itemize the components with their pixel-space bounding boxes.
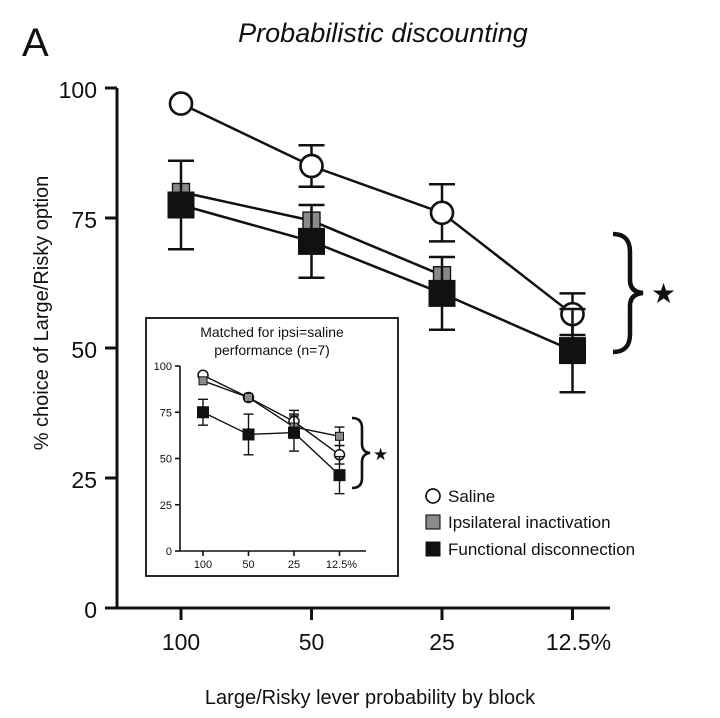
inset-significance-star: ★ [373,445,388,464]
inset-chart: Matched for ipsi=saline performance (n=7)… [145,317,399,577]
legend-ipsilateral-inactivation-label: Ipsilateral inactivation [448,513,611,532]
inset-functional-disconnection-point [242,428,255,441]
functional-disconnection-line [180,203,574,352]
y-tick-label: 100 [59,77,97,103]
inset-y-tick-label: 50 [160,454,172,466]
main-plot-area: 0 25 50 75 100 100 50 25 12.5% ★ [59,77,676,655]
y-axis-title: % choice of Large/Risky option [31,176,53,451]
legend-ipsilateral-inactivation-marker [425,514,441,530]
inset-functional-disconnection-point [197,406,209,419]
x-tick-label: 12.5% [546,629,611,655]
inset-y-tick-label: 100 [154,361,172,373]
y-tick-label: 25 [71,467,97,493]
inset-ipsilateral-inactivation-point [244,392,253,402]
inset-frame [145,317,399,577]
inset-title-line1: Matched for ipsi=saline [200,324,344,340]
inset-ipsilateral-inactivation-line [202,380,340,437]
inset-y-tick-label: 25 [160,500,172,512]
saline-point [429,200,455,226]
inset-x-tick-label: 12.5% [326,559,357,571]
functional-disconnection-point [559,337,586,365]
functional-disconnection-point [298,227,325,255]
x-tick-label: 50 [299,629,325,655]
inset-title-line2: performance (n=7) [214,342,330,358]
panel-letter: A [22,21,49,65]
y-tick-label: 75 [71,207,97,233]
x-axis-title: Large/Risky lever probability by block [205,687,536,709]
legend-functional-disconnection-marker [425,541,441,557]
inset-ipsilateral-inactivation-point [198,376,208,386]
functional-disconnection-point [428,279,456,307]
chart-title: Probabilistic discounting [238,18,528,48]
inset-x-tick-label: 25 [288,559,300,571]
legend-saline-label: Saline [448,487,495,506]
y-tick-label: 50 [71,337,97,363]
saline-line [180,102,574,316]
saline-point [299,153,324,179]
y-tick-label: 0 [84,597,97,623]
significance-star: ★ [651,278,676,309]
inset-x-tick-label: 100 [194,559,212,571]
functional-disconnection-point [167,191,195,219]
inset-saline-line [202,374,340,456]
inset-functional-disconnection-line [202,411,340,476]
inset-functional-disconnection-point [288,426,300,439]
inset-y-tick-label: 75 [160,407,172,419]
legend-functional-disconnection-label: Functional disconnection [448,540,635,559]
inset-ipsilateral-inactivation-point [335,431,344,441]
inset-significance-brace [351,416,371,490]
x-tick-label: 100 [162,629,200,655]
legend: Saline Ipsilateral inactivation Functional… [425,487,635,559]
inset-y-tick-label: 0 [166,546,172,558]
legend-saline-marker [425,488,441,504]
x-tick-label: 25 [429,629,455,655]
significance-brace [612,231,644,355]
inset-x-tick-label: 50 [242,559,254,571]
saline-point [168,91,194,116]
inset-functional-disconnection-point [333,469,346,482]
